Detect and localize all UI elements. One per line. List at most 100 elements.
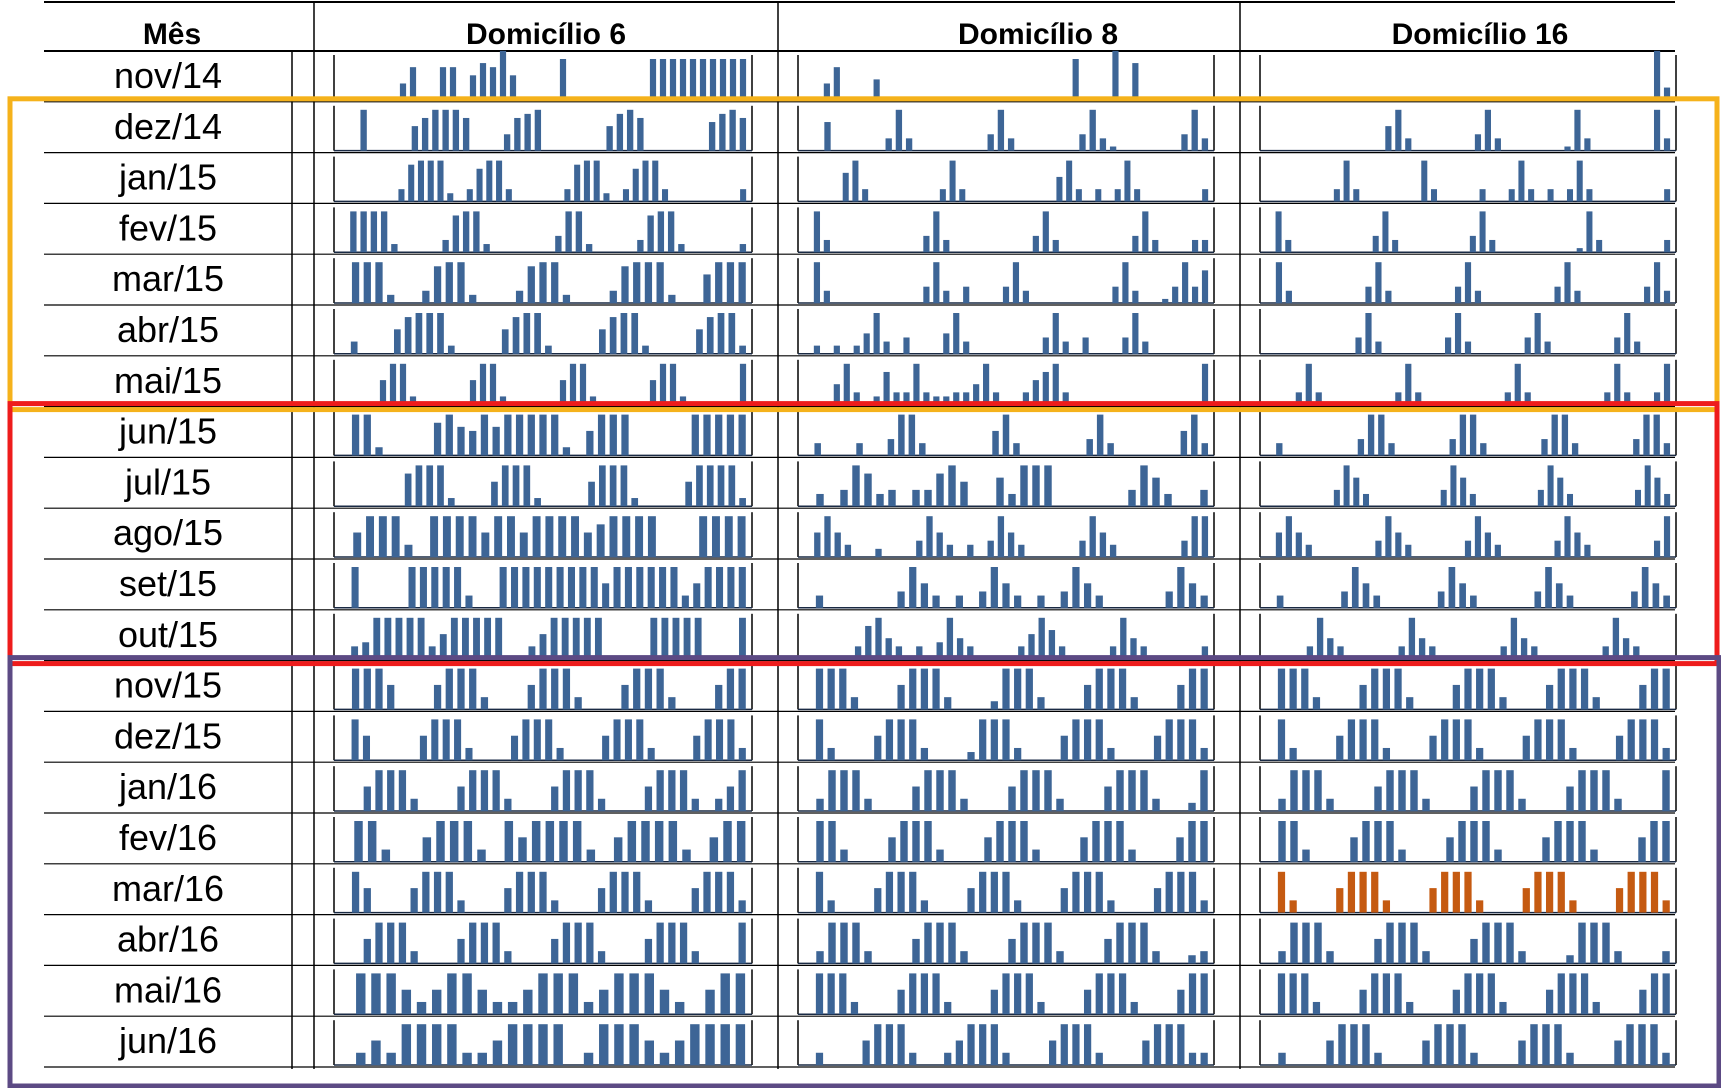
sparkline-bar bbox=[387, 922, 395, 964]
sparkline-bar bbox=[813, 345, 821, 354]
sparkline-bar bbox=[1020, 465, 1028, 507]
sparkline-bar bbox=[422, 871, 430, 913]
sparkline-bar bbox=[1277, 973, 1286, 1015]
sparkline-bar bbox=[823, 290, 830, 303]
sparkline-bar bbox=[1470, 938, 1478, 964]
sparkline-bar bbox=[740, 189, 747, 202]
sparkline-bar bbox=[450, 617, 458, 659]
sparkline-bar bbox=[1405, 363, 1412, 405]
sparkline-bar bbox=[624, 719, 632, 761]
sparkline-bar bbox=[1142, 341, 1149, 354]
sparkline-bar bbox=[457, 900, 465, 913]
table-row: abr/15 bbox=[44, 309, 1677, 357]
table-row: jun/16 bbox=[44, 1020, 1677, 1068]
sparkline-bar bbox=[515, 414, 524, 456]
sparkline-bar bbox=[562, 294, 571, 303]
sparkline-bar bbox=[1089, 109, 1096, 151]
sparkline-bar bbox=[905, 138, 913, 151]
sparkline-bar bbox=[1371, 973, 1379, 1015]
sparkline-bar bbox=[833, 67, 840, 100]
sparkline-bar bbox=[1394, 973, 1402, 1015]
sparkline-bar bbox=[1007, 532, 1015, 557]
sparkline-bar bbox=[620, 313, 628, 354]
sparkline-bar bbox=[717, 313, 725, 354]
sparkline-bar bbox=[457, 786, 465, 811]
sparkline-bar bbox=[704, 567, 712, 608]
sparkline-bar bbox=[447, 973, 457, 1015]
sparkline-bar bbox=[1554, 286, 1561, 303]
sparkline-bar bbox=[1476, 668, 1484, 710]
sparkline-bar bbox=[1177, 684, 1185, 710]
sparkline-bar bbox=[553, 1024, 563, 1065]
sparkline-bar bbox=[1615, 735, 1624, 761]
sparkline-bar bbox=[1118, 973, 1127, 1015]
sparkline-bar bbox=[1586, 189, 1593, 202]
sparkline-bar bbox=[515, 871, 524, 913]
sparkline-bar bbox=[1350, 837, 1358, 862]
sparkline-bar bbox=[1188, 821, 1196, 862]
sparkline-bar bbox=[738, 770, 746, 811]
sparkline-bar bbox=[1032, 235, 1039, 253]
sparkline-bar bbox=[1275, 211, 1282, 253]
sparkline-bar bbox=[597, 414, 606, 456]
sparkline-bar bbox=[1188, 1052, 1197, 1065]
sparkline-bar bbox=[852, 770, 860, 811]
sparkline-bar bbox=[1278, 1052, 1286, 1065]
sparkline-bar bbox=[654, 821, 664, 862]
sparkline-bar bbox=[386, 973, 396, 1015]
sparkline-bar bbox=[1202, 189, 1209, 202]
sparkline-bar bbox=[504, 798, 512, 811]
sparkline-bar bbox=[505, 189, 512, 202]
sparkline-bar bbox=[417, 160, 425, 202]
sparkline-bar bbox=[1375, 262, 1382, 303]
sparkline-bar bbox=[715, 567, 724, 608]
sparkline-bar bbox=[1116, 770, 1124, 811]
sparkline-bar bbox=[597, 888, 606, 913]
sparkline-bar bbox=[527, 684, 535, 710]
sparkline-bar bbox=[1153, 735, 1162, 761]
sparkline-bar bbox=[457, 426, 465, 456]
sparkline-bar bbox=[652, 160, 659, 202]
sparkline-bar bbox=[1460, 477, 1467, 507]
sparkline-bar bbox=[1464, 262, 1472, 303]
sparkline-bar bbox=[356, 1052, 366, 1065]
sparkline-bar bbox=[1130, 1001, 1138, 1015]
sparkline-bar bbox=[1278, 798, 1286, 811]
sparkline-bar bbox=[491, 481, 498, 507]
table-row: nov/14 bbox=[44, 50, 1677, 103]
sparkline-bar bbox=[1058, 646, 1066, 659]
sparkline-bar bbox=[1555, 583, 1563, 608]
sparkline-bar bbox=[1201, 516, 1209, 557]
sparkline-bar bbox=[883, 371, 890, 405]
sparkline-bar bbox=[885, 1024, 894, 1065]
sparkline-bar bbox=[492, 426, 500, 456]
sparkline-bar bbox=[1386, 821, 1394, 862]
sparkline-bar bbox=[1566, 1052, 1574, 1065]
sparkline-bar bbox=[375, 262, 383, 303]
sparkline-bar bbox=[1075, 189, 1082, 202]
sparkline-bar bbox=[897, 871, 905, 913]
sparkline-bar bbox=[1365, 313, 1372, 354]
sparkline-bar bbox=[442, 109, 449, 151]
sparkline-bar bbox=[885, 719, 894, 761]
sparkline-bar bbox=[685, 481, 693, 507]
sparkline-bar bbox=[1500, 646, 1507, 659]
sparkline-bar bbox=[1301, 668, 1309, 710]
sparkline-bar bbox=[449, 67, 457, 100]
sparkline-bar bbox=[920, 900, 929, 913]
sparkline-bar bbox=[1200, 821, 1208, 862]
sparkline-bar bbox=[442, 516, 451, 557]
sparkline-bar bbox=[1530, 1024, 1538, 1065]
sparkline-bar bbox=[1541, 439, 1548, 456]
sparkline-bar bbox=[406, 617, 414, 659]
sparkline-bar bbox=[715, 719, 724, 761]
sparkline-bar bbox=[1188, 955, 1196, 964]
sparkline-bar bbox=[410, 798, 418, 811]
sparkline-bar bbox=[1638, 837, 1646, 862]
sparkline-bar bbox=[690, 1024, 700, 1065]
sparkline-bar bbox=[1062, 341, 1069, 354]
sparkline-bar bbox=[895, 646, 903, 659]
sparkline-bar bbox=[596, 524, 605, 557]
table-row: ago/15 bbox=[44, 512, 1677, 560]
sparkline-bar bbox=[489, 67, 497, 100]
